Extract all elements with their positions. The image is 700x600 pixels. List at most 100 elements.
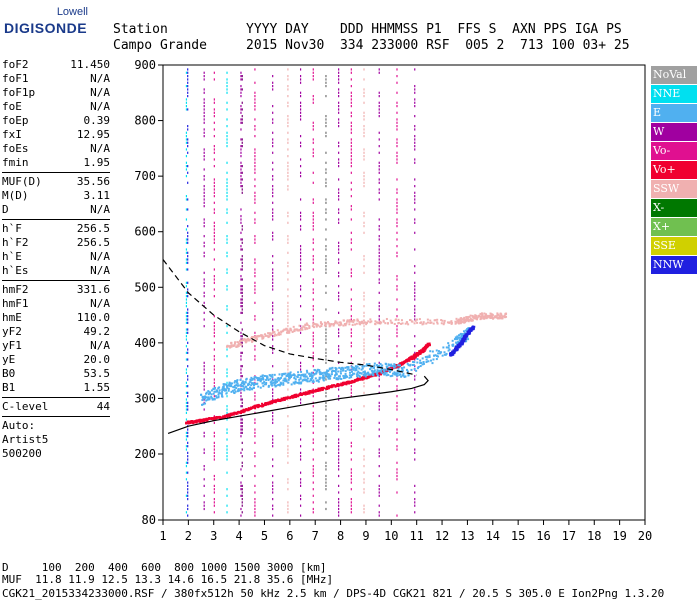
data-point-ssw [476,316,479,319]
noise-dot [185,478,188,481]
noise-dot [240,301,242,304]
noise-dot [287,215,289,218]
noise-dot [378,168,380,171]
noise-dot [396,438,398,441]
noise-dot [325,285,327,288]
noise-dot [254,218,256,221]
noise-dot [287,165,289,168]
x-tick-label: 4 [235,529,242,543]
data-point-e [218,386,221,389]
data-point-ssw [289,328,292,331]
noise-dot [312,465,314,468]
noise-dot [241,405,243,408]
data-point-ssw [480,312,483,315]
auto-artist: Artist5 [2,433,49,446]
data-point-ssw [421,323,424,326]
noise-dot [213,421,215,424]
noise-dot [254,331,256,334]
data-point-e [205,392,208,395]
noise-dot [378,291,380,294]
noise-dot [350,504,352,507]
data-point-ssw [397,318,400,321]
noise-dot [254,211,256,214]
data-point-ssw [247,337,250,340]
data-point-nnw [469,331,472,334]
data-point-e [371,370,374,373]
data-point-ssw [340,323,343,326]
data-point-e [290,383,293,386]
data-point-ssw [323,324,326,327]
param-value: N/A [90,264,110,277]
x-tick-label: 1 [159,529,166,543]
data-point-ssw [273,334,276,337]
noise-dot [378,248,380,251]
data-point-e [466,328,469,331]
noise-dot [363,341,365,344]
noise-dot [299,318,302,321]
noise-dot [241,341,243,344]
data-point-e [208,397,211,400]
param-row-hmf1: hmF1 N/A [2,297,110,311]
data-point-vo [243,409,246,412]
noise-dot [240,85,242,88]
data-point-ssw [488,315,491,318]
noise-dot [213,98,215,101]
noise-dot [187,365,189,368]
noise-dot [287,348,289,351]
data-point-vo [416,353,419,356]
noise-dot [272,288,274,291]
noise-dot [213,101,215,104]
data-point-ssw [251,340,254,343]
data-point-e [416,361,419,364]
noise-dot [254,148,256,151]
noise-dot [363,455,365,458]
noise-dot [350,171,352,174]
noise-dot [241,121,243,124]
data-point-vo [395,364,398,367]
noise-dot [414,305,416,308]
noise-dot [325,75,327,78]
data-point-ssw [361,320,364,323]
noise-dot [203,301,205,304]
param-row-d: D N/A [2,203,110,217]
noise-dot [187,231,189,234]
noise-dot [378,504,380,507]
noise-dot [240,331,242,334]
data-point-vo [185,421,188,424]
noise-dot [185,301,188,304]
data-point-e [244,381,247,384]
data-point-e [311,380,314,383]
data-point-ssw [483,312,486,315]
noise-dot [378,305,380,308]
data-point-e [348,369,351,372]
noise-dot [185,241,188,244]
data-point-ssw [492,317,495,320]
noise-dot [287,328,289,331]
noise-dot [272,348,274,351]
noise-dot [287,455,289,458]
data-point-ssw [393,322,396,325]
data-series [185,312,508,425]
data-point-e [327,369,330,372]
data-point-ssw [462,321,465,324]
data-point-vo [201,419,204,422]
noise-dot [312,331,314,334]
noise-dot [185,165,188,168]
noise-dot [187,68,189,71]
data-point-e [320,373,323,376]
noise-dot [338,218,340,221]
noise-dot [213,445,215,448]
noise-dot [272,311,274,314]
data-point-e [357,370,360,373]
noise-dot [226,504,228,507]
noise-dot [241,75,243,78]
data-point-e [328,367,331,370]
data-point-e [325,371,328,374]
noise-dot [363,95,365,98]
noise-dot [299,228,302,231]
noise-dot [187,435,189,438]
data-point-e [242,381,245,384]
data-point-e [266,377,269,380]
noise-dot [325,425,327,428]
noise-dot [272,255,274,258]
